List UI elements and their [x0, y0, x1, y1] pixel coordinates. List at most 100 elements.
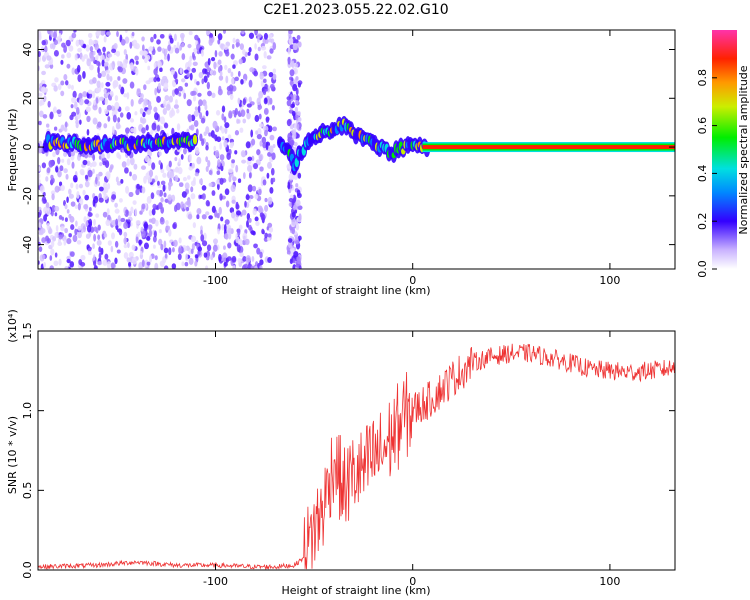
noise-cell — [118, 229, 123, 236]
noise-cell — [70, 224, 75, 231]
noise-cell — [78, 39, 85, 46]
noise-cell — [102, 46, 106, 53]
noise-cell — [46, 207, 52, 216]
noise-cell — [63, 168, 68, 174]
noise-cell — [252, 208, 257, 216]
noise-cell — [291, 60, 295, 68]
noise-cell — [286, 119, 292, 127]
noise-cell — [148, 209, 153, 217]
noise-cell — [171, 247, 175, 253]
noise-cell — [253, 243, 258, 249]
noise-cell — [143, 221, 148, 229]
noise-cell — [112, 80, 118, 88]
noise-cell — [126, 257, 131, 263]
noise-cell — [43, 95, 47, 102]
noise-cell — [163, 192, 167, 198]
noise-cell — [162, 107, 167, 115]
noise-cell — [259, 166, 264, 172]
tone-band-core — [422, 145, 675, 150]
noise-cell — [77, 231, 82, 239]
noise-cell — [269, 97, 273, 105]
x-tick-label: 100 — [599, 575, 620, 588]
noise-cell — [167, 53, 170, 62]
noise-cell — [190, 248, 194, 255]
noise-cell — [181, 261, 185, 267]
noise-cell — [71, 96, 77, 104]
noise-cell — [210, 254, 214, 261]
noise-cell — [267, 257, 272, 263]
noise-cell — [257, 127, 262, 136]
noise-cell — [289, 124, 294, 130]
noise-cell — [38, 211, 42, 218]
noise-cell — [53, 85, 58, 92]
noise-cell — [168, 95, 174, 103]
noise-cell — [96, 239, 102, 246]
noise-cell — [256, 97, 261, 106]
noise-cell — [264, 129, 268, 137]
noise-cell — [210, 57, 216, 62]
noise-cell — [123, 49, 127, 56]
noise-cell — [135, 188, 140, 196]
noise-cell — [106, 208, 110, 215]
noise-cell — [292, 43, 298, 51]
noise-cell — [54, 212, 58, 217]
noise-cell — [214, 150, 220, 158]
colorbar-tick-label: 0.2 — [696, 212, 709, 230]
noise-cell — [224, 188, 230, 196]
noise-cell — [89, 54, 95, 62]
noise-cell — [213, 238, 219, 245]
noise-cell — [223, 223, 227, 232]
noise-cell — [289, 76, 293, 81]
noise-cell — [95, 97, 99, 105]
noise-cell — [158, 160, 162, 165]
noise-cell — [41, 254, 46, 260]
noise-cell — [224, 122, 230, 129]
noise-cell — [124, 36, 130, 44]
noise-cell — [205, 199, 210, 207]
noise-cell — [194, 34, 199, 41]
noise-cell — [141, 259, 145, 267]
noise-cell — [221, 136, 225, 141]
noise-cell — [216, 170, 221, 175]
noise-cell — [139, 107, 144, 115]
colorbar-ticks: 0.0 0.2 0.4 0.6 0.8 — [696, 69, 717, 278]
noise-cell — [53, 39, 58, 46]
noise-cell — [249, 67, 255, 73]
y-tick-label: 0.5 — [21, 482, 34, 500]
noise-cell — [138, 97, 144, 103]
noise-cell — [73, 30, 77, 33]
noise-cell — [269, 134, 275, 141]
noise-cell — [85, 44, 90, 52]
noise-cell — [74, 53, 78, 61]
noise-cell — [224, 126, 228, 134]
noise-cell — [66, 258, 71, 264]
noise-cell — [103, 233, 108, 238]
noise-cell — [261, 228, 265, 235]
noise-cell — [255, 221, 260, 227]
noise-cell — [196, 208, 202, 215]
noise-cell — [228, 168, 234, 174]
noise-cell — [259, 212, 265, 218]
noise-cell — [165, 103, 171, 111]
noise-cell — [205, 126, 210, 135]
noise-cell — [207, 90, 212, 97]
noise-cell — [238, 58, 243, 65]
noise-cell — [76, 154, 81, 161]
noise-cell — [87, 89, 93, 95]
noise-cell — [79, 168, 85, 176]
noise-cell — [258, 90, 264, 99]
noise-cell — [100, 30, 106, 36]
noise-cell — [41, 162, 47, 169]
noise-cell — [156, 77, 161, 82]
noise-cell — [38, 164, 41, 172]
noise-cell — [258, 188, 262, 196]
noise-cell — [245, 255, 251, 263]
noise-cell — [91, 90, 96, 99]
noise-cell — [260, 45, 267, 51]
noise-cell — [153, 68, 158, 76]
noise-cell — [254, 53, 259, 61]
noise-cell — [134, 43, 140, 50]
noise-cell — [244, 200, 247, 208]
noise-cell — [57, 170, 62, 178]
